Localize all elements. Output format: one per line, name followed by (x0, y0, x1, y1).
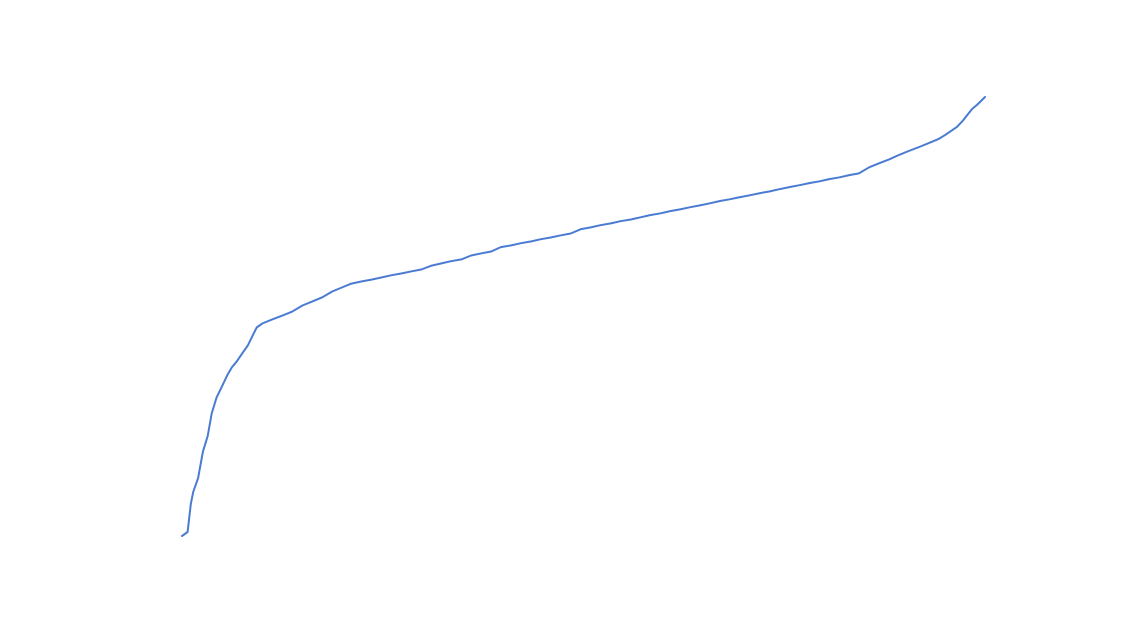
plot-area (181, 96, 986, 537)
series-line-0 (181, 96, 986, 537)
